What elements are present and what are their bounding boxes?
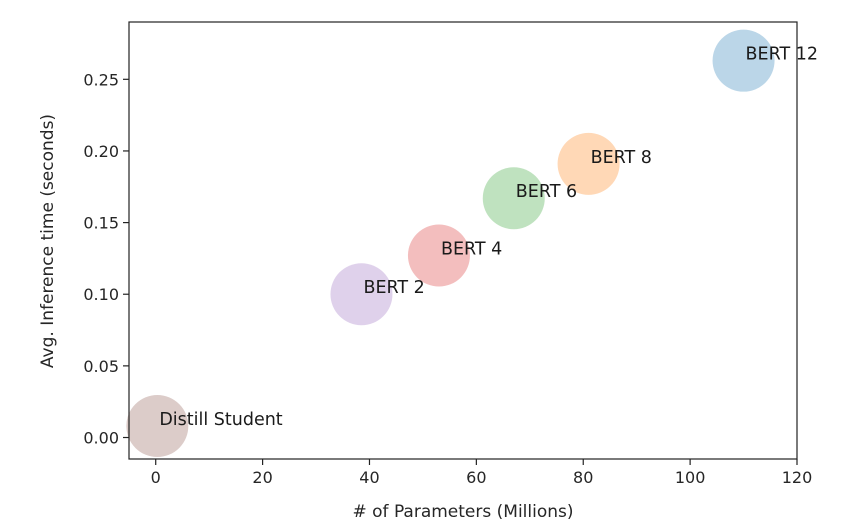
x-tick-label: 0 xyxy=(151,468,161,487)
points-layer xyxy=(126,29,775,458)
x-tick-label: 80 xyxy=(573,468,593,487)
x-axis-label: # of Parameters (Millions) xyxy=(353,502,574,522)
x-axis-ticks: 0 20 40 60 80 100 120 xyxy=(151,459,813,487)
point-bert-2 xyxy=(330,263,393,326)
y-tick-label: 0.00 xyxy=(83,429,119,448)
point-bert-6 xyxy=(482,167,545,230)
point-labels-layer: BERT 12 BERT 8 BERT 6 BERT 4 BERT 2 Distill S… xyxy=(159,45,818,430)
y-tick-label: 0.05 xyxy=(83,357,119,376)
point-bert-8 xyxy=(557,132,620,195)
x-tick-label: 120 xyxy=(782,468,813,487)
y-tick-label: 0.15 xyxy=(83,214,119,233)
y-axis-label: Avg. Inference time (seconds) xyxy=(38,114,58,368)
y-tick-label: 0.20 xyxy=(83,142,119,161)
point-label-distill-student: Distill Student xyxy=(159,410,282,430)
y-tick-label: 0.10 xyxy=(83,285,119,304)
x-tick-label: 100 xyxy=(675,468,706,487)
x-tick-label: 20 xyxy=(252,468,272,487)
plot-frame xyxy=(128,21,798,460)
y-axis-ticks: 0.00 0.05 0.10 0.15 0.20 0.25 xyxy=(83,70,129,448)
point-label-bert-6: BERT 6 xyxy=(516,182,577,202)
point-bert-4 xyxy=(407,224,470,287)
y-tick-label: 0.25 xyxy=(83,70,119,89)
x-tick-label: 40 xyxy=(359,468,379,487)
point-bert-12 xyxy=(712,29,775,92)
point-label-bert-8: BERT 8 xyxy=(591,148,652,168)
point-distill-student xyxy=(126,395,189,458)
x-tick-label: 60 xyxy=(466,468,486,487)
point-label-bert-4: BERT 4 xyxy=(441,240,502,260)
point-label-bert-2: BERT 2 xyxy=(363,278,424,298)
point-label-bert-12: BERT 12 xyxy=(746,45,818,65)
